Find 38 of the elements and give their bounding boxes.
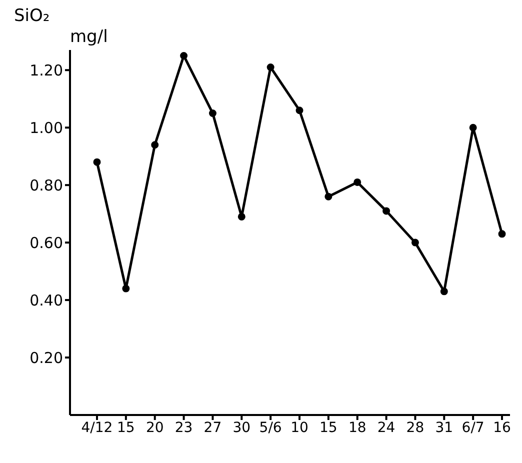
point <box>382 207 390 215</box>
point <box>180 52 188 60</box>
x-tick-label: 20 <box>146 420 164 436</box>
x-tick-label: 6/7 <box>462 420 484 436</box>
point <box>296 106 304 114</box>
y-tick-label: 0.60 <box>30 234 63 252</box>
y-tick-label: 0.20 <box>30 348 63 367</box>
y-tick-label: 0.80 <box>30 176 63 194</box>
point <box>354 178 362 186</box>
x-tick-label: 16 <box>493 420 511 436</box>
point <box>238 212 246 220</box>
x-tick-label: 18 <box>348 420 366 436</box>
point <box>411 238 419 246</box>
x-tick-label: 31 <box>435 420 454 436</box>
x-tick-label: 5/6 <box>259 420 282 436</box>
x-tick-label: 23 <box>174 420 193 436</box>
point <box>266 63 274 71</box>
x-tick-label: 24 <box>377 420 396 436</box>
x-tick-label: 15 <box>320 420 338 436</box>
point <box>122 284 130 292</box>
point <box>469 124 477 132</box>
x-tick-label: 4/12 <box>81 420 113 436</box>
x-tick-label: 27 <box>204 420 222 436</box>
x-tick-label: 15 <box>117 420 135 436</box>
point <box>93 158 101 166</box>
y-tick-label: 1.00 <box>30 118 63 137</box>
point <box>208 109 216 117</box>
chart-title: SiO₂ <box>14 6 50 26</box>
point <box>324 192 332 200</box>
x-tick-label: 28 <box>406 420 424 436</box>
x-tick-label: 10 <box>290 420 308 436</box>
y-tick-label: 0.40 <box>30 291 63 310</box>
point <box>498 230 506 238</box>
y-axis-title: mg/l <box>70 27 108 47</box>
x-tick-label: 30 <box>232 420 251 436</box>
point <box>151 141 159 149</box>
point <box>440 288 448 296</box>
y-tick-label: 1.20 <box>30 61 63 80</box>
